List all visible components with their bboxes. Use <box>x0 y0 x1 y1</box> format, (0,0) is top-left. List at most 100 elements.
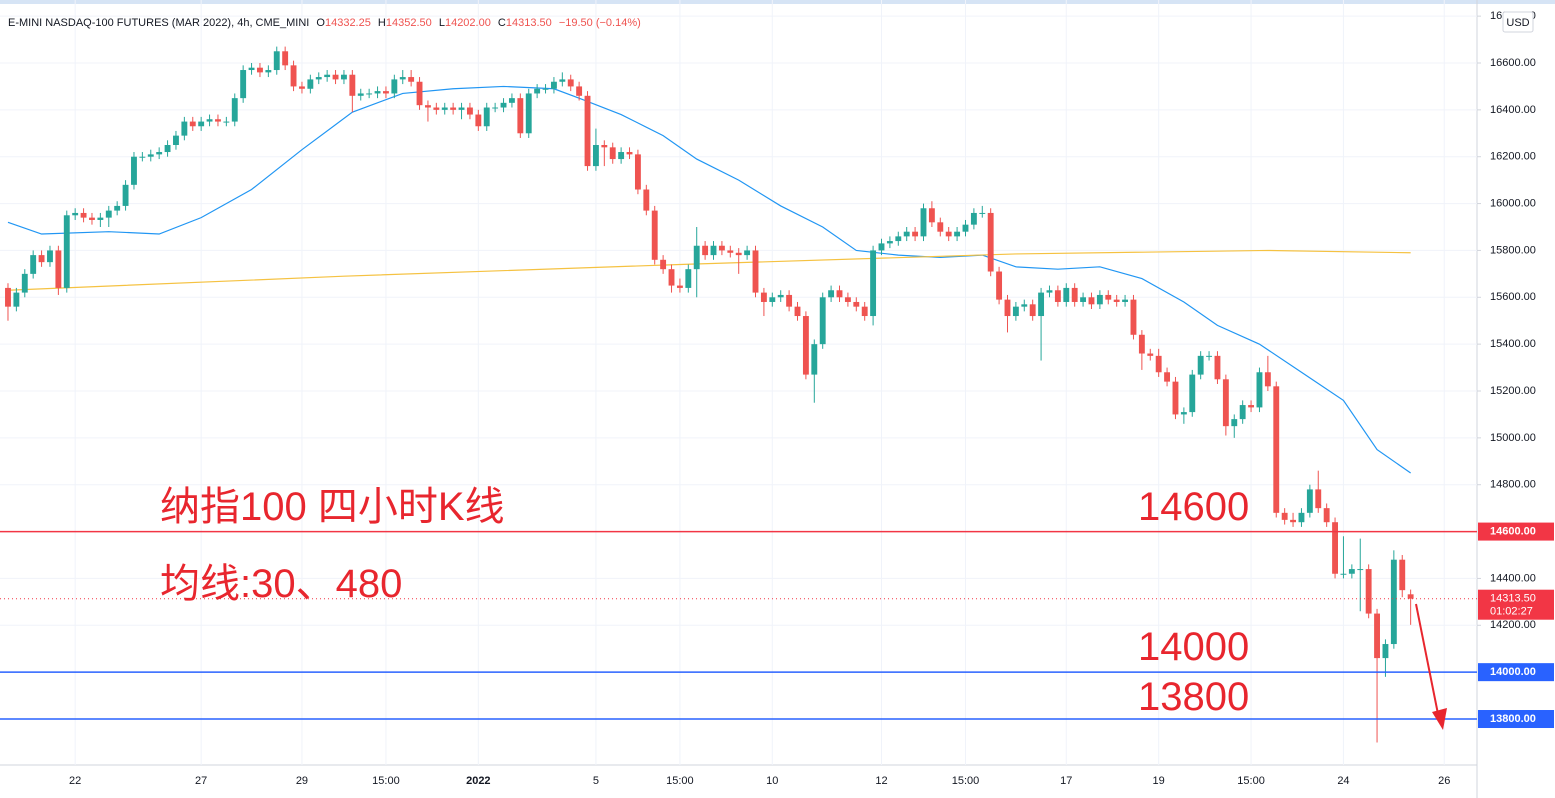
countdown: 01:02:27 <box>1490 606 1533 618</box>
legend-value: 14313.50 <box>506 17 552 29</box>
candle-body <box>89 217 95 220</box>
candle-body <box>500 102 507 108</box>
candle-body <box>38 255 45 263</box>
annotation: 14000 <box>1138 625 1249 669</box>
currency-box[interactable] <box>1502 11 1534 33</box>
annotation: 14600 <box>1138 485 1249 529</box>
candle-body <box>1105 294 1112 300</box>
x-tick-label: 15:00 <box>372 775 400 787</box>
candle-body <box>55 250 62 288</box>
candle-body <box>920 208 927 237</box>
candle-body <box>836 290 843 298</box>
candle-body <box>1021 304 1028 307</box>
y-tick-label: 15000.00 <box>1490 432 1536 444</box>
candle-body <box>786 294 793 307</box>
candle-body <box>341 74 347 80</box>
x-tick-label: 15:00 <box>1237 775 1265 787</box>
candle-body <box>912 231 919 237</box>
candle-body <box>114 205 121 211</box>
level-label: 14600.00 <box>1490 525 1536 537</box>
candle-body <box>273 51 280 71</box>
candle-body <box>1222 379 1229 427</box>
candle-body <box>760 292 767 302</box>
candle-body <box>870 250 877 317</box>
x-tick-label: 12 <box>875 775 887 787</box>
x-tick-label: 5 <box>593 775 599 787</box>
candle-body <box>517 98 524 134</box>
arrow-head <box>1432 708 1447 730</box>
candle-body <box>576 86 583 96</box>
candle-body <box>928 208 935 223</box>
y-tick-label: 15400.00 <box>1490 338 1536 350</box>
candle-body <box>525 93 532 134</box>
moving-average <box>7 85 1411 474</box>
candle-body <box>1214 355 1221 380</box>
candle-body <box>47 250 53 263</box>
candle-body <box>97 217 104 220</box>
legend-key: H <box>378 17 386 29</box>
candle-body <box>844 297 851 302</box>
legend-key: C <box>498 17 506 29</box>
candle-body <box>508 98 515 103</box>
candle-body <box>634 154 641 190</box>
candle-body <box>1138 334 1145 354</box>
currency[interactable]: USD <box>1506 17 1529 29</box>
candle-body <box>1172 381 1179 415</box>
candle-body <box>534 88 541 94</box>
candle-body <box>374 91 381 94</box>
candle-body <box>828 290 835 298</box>
candle-body <box>1264 372 1271 387</box>
candle-body <box>240 70 247 99</box>
candle-body <box>391 79 398 94</box>
candle-body <box>156 152 163 155</box>
candle-body <box>1332 522 1338 574</box>
candle-body <box>1348 569 1355 574</box>
level-label: 13800.00 <box>1490 713 1536 725</box>
candle-body <box>626 152 633 155</box>
candle-body <box>794 306 801 317</box>
level-label-box <box>1478 663 1554 682</box>
candle-body <box>1164 372 1171 382</box>
candle-body <box>819 297 826 345</box>
candle-body <box>702 245 709 256</box>
y-tick-label: 14200.00 <box>1490 619 1536 631</box>
candle-body <box>710 245 717 256</box>
candle-body <box>1180 412 1187 415</box>
header: E-MINI NASDAQ-100 FUTURES (MAR 2022), 4h… <box>8 17 641 29</box>
candle-body <box>1088 297 1095 305</box>
candle-body <box>550 81 557 89</box>
candle-body <box>970 212 977 225</box>
y-tick-label: 14400.00 <box>1490 572 1536 584</box>
candle-body <box>248 67 255 71</box>
candle-body <box>1080 297 1087 302</box>
arrow-shaft <box>1415 603 1439 715</box>
legend-key: L <box>439 17 445 29</box>
x-tick-label: 26 <box>1438 775 1450 787</box>
candle-body <box>1399 559 1406 591</box>
candle-body <box>853 301 860 307</box>
x-tick-label: 15:00 <box>952 775 980 787</box>
candle-body <box>433 107 440 110</box>
candle-body <box>189 121 196 127</box>
candle-body <box>147 154 154 157</box>
candle-body <box>676 285 683 288</box>
candle-body <box>30 255 37 274</box>
candle-body <box>383 91 389 94</box>
candle-body <box>559 79 566 82</box>
candle-body <box>744 250 751 256</box>
candle-body <box>752 250 759 293</box>
candle-body <box>618 152 625 160</box>
x-tick-label: 27 <box>195 775 207 787</box>
candle-body <box>668 269 675 286</box>
candle-body <box>1365 569 1372 614</box>
candle-body <box>1281 512 1288 520</box>
candle-body <box>299 86 305 89</box>
candle-body <box>72 212 79 216</box>
level-label-box <box>1478 710 1554 729</box>
candle-body <box>105 210 112 218</box>
candle-body <box>1382 644 1389 659</box>
candle-body <box>349 74 356 96</box>
y-tick-label: 15600.00 <box>1490 291 1536 303</box>
candle-body <box>718 245 725 251</box>
candle-body <box>1340 573 1347 575</box>
